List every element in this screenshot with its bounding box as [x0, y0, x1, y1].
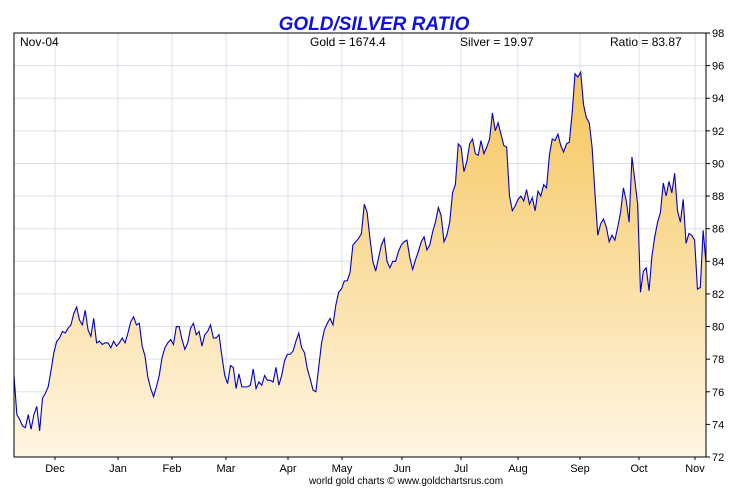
y-tick-label: 72 — [712, 452, 724, 464]
y-tick-label: 96 — [712, 61, 724, 73]
y-tick-label: 76 — [712, 387, 724, 399]
plot-frame — [13, 32, 707, 458]
header-gold-price: Gold = 1674.4 — [310, 35, 386, 49]
x-tick-label: Jun — [393, 463, 411, 475]
ratio-area-fill — [14, 72, 706, 457]
x-tick-label: Mar — [217, 463, 236, 475]
header-date: Nov-04 — [20, 35, 59, 49]
x-tick-label: Jan — [109, 463, 127, 475]
y-tick-label: 74 — [712, 419, 724, 431]
y-tick-label: 82 — [712, 289, 724, 301]
footer-credit: world gold charts © www.goldchartsrus.co… — [308, 476, 503, 487]
x-tick-label: Aug — [508, 463, 528, 475]
y-tick-label: 90 — [712, 158, 724, 170]
x-tick-label: Dec — [45, 463, 65, 475]
y-axis-ticks: 98 96 94 92 90 88 86 84 82 80 78 76 74 72 — [706, 28, 724, 464]
x-tick-label: Nov — [685, 463, 705, 475]
x-tick-label: Jul — [454, 463, 468, 475]
y-tick-label: 86 — [712, 224, 724, 236]
y-tick-label: 80 — [712, 322, 724, 334]
chart-title: GOLD/SILVER RATIO — [279, 14, 470, 35]
x-tick-label: Feb — [163, 463, 182, 475]
header-ratio-value: Ratio = 83.87 — [610, 35, 682, 49]
ratio-line — [13, 70, 707, 431]
x-tick-label: Apr — [279, 463, 296, 475]
y-tick-label: 88 — [712, 191, 724, 203]
y-tick-label: 98 — [712, 28, 724, 40]
y-tick-label: 78 — [712, 354, 724, 366]
y-tick-label: 92 — [712, 126, 724, 138]
x-tick-label: Oct — [630, 463, 647, 475]
header-silver-price: Silver = 19.97 — [460, 35, 534, 49]
x-tick-label: May — [332, 463, 353, 475]
y-tick-label: 94 — [712, 93, 724, 105]
x-tick-label: Sep — [570, 463, 590, 475]
x-axis-ticks: Dec Jan Feb Mar Apr May Jun Jul Aug Sep Oct Nov — [45, 457, 705, 475]
y-tick-label: 84 — [712, 256, 724, 268]
